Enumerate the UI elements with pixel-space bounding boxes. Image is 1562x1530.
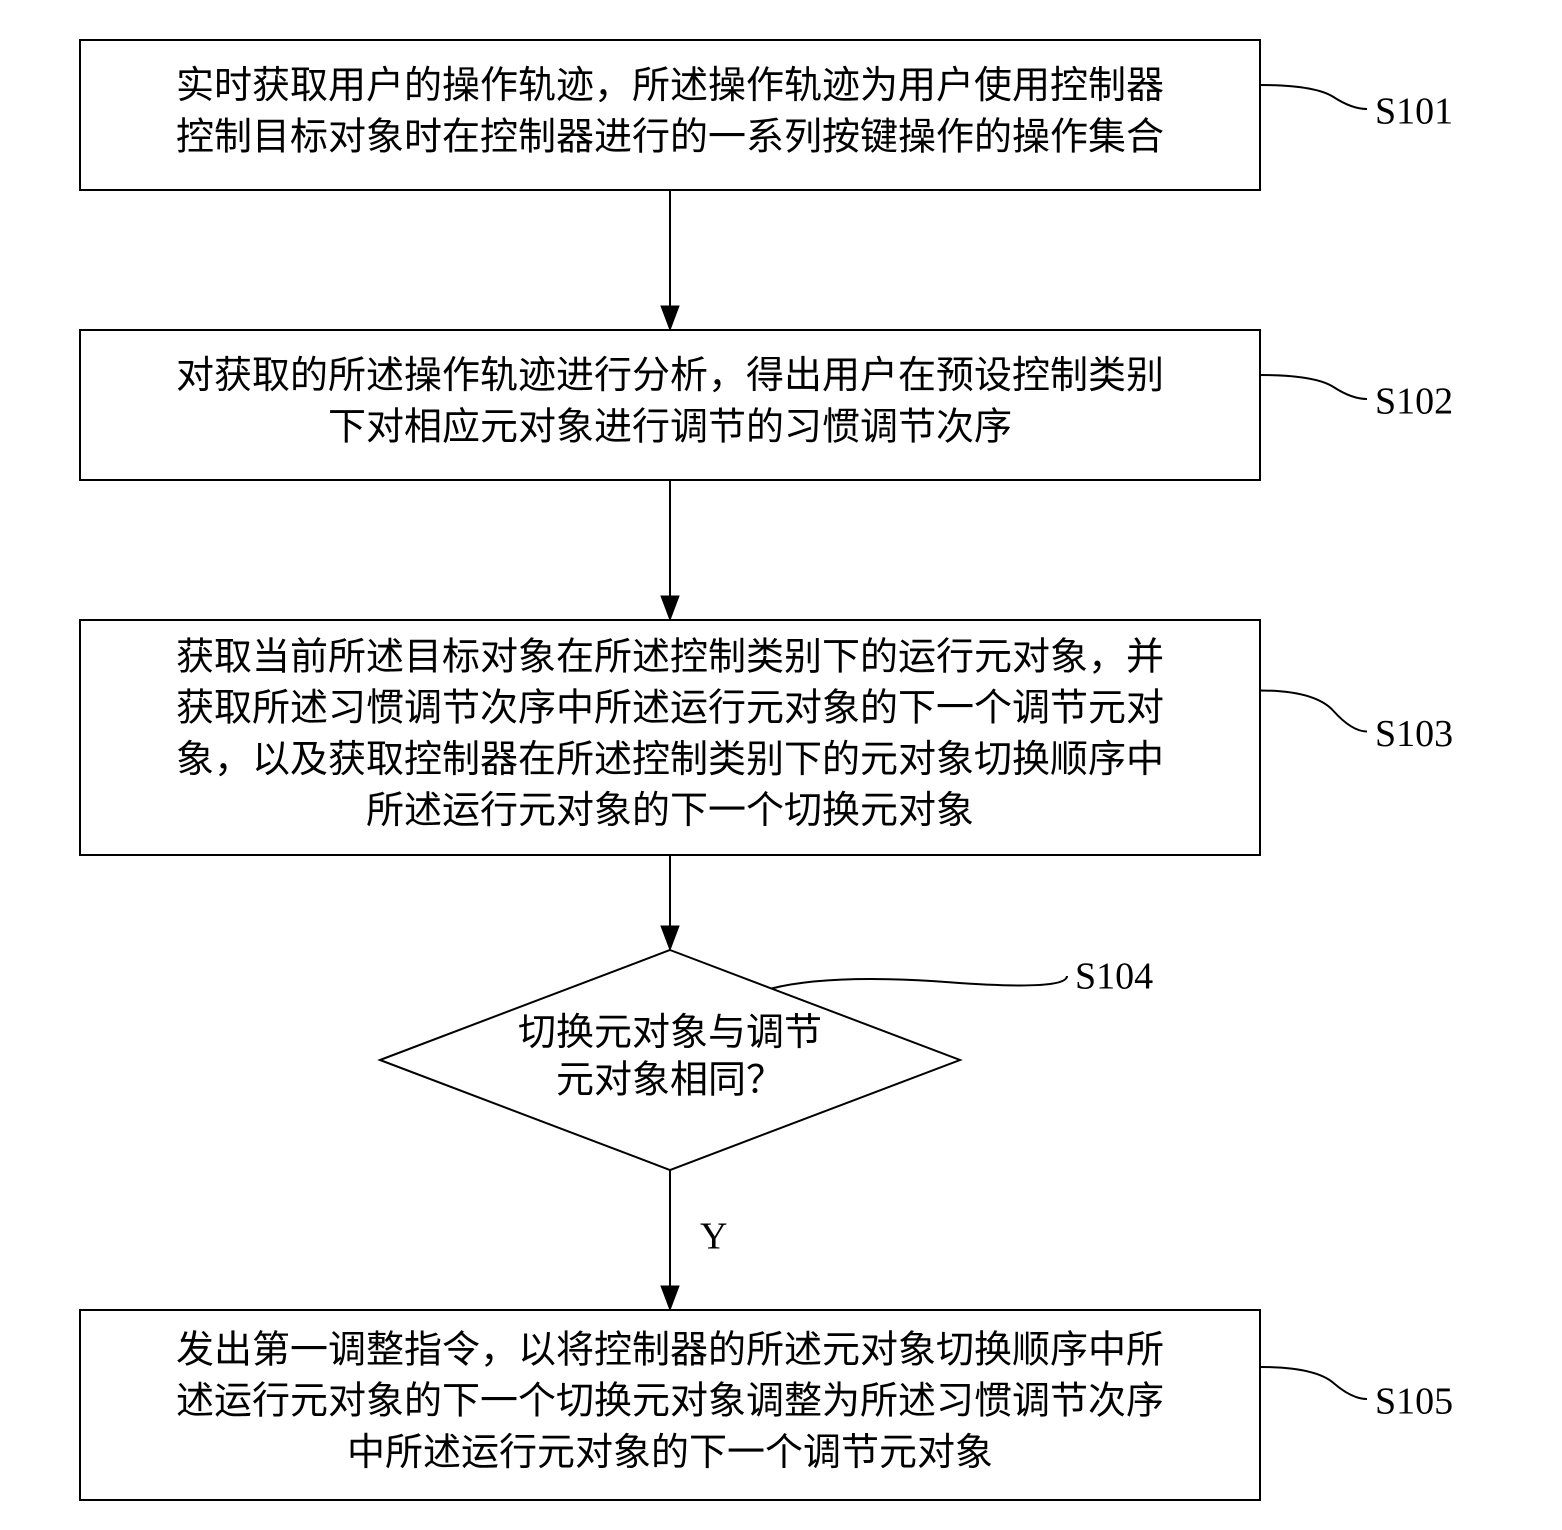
flow-step-s105-line: 中所述运行元对象的下一个调节元对象 [347, 1432, 993, 1474]
flow-step-s102 [80, 330, 1260, 480]
flow-step-s105-line: 发出第一调整指令，以将控制器的所述元对象切换顺序中所 [176, 1329, 1164, 1371]
flow-decision-s104-line: 元对象相同？ [556, 1059, 784, 1101]
flow-step-s101-line: 控制目标对象时在控制器进行的一系列按键操作的操作集合 [176, 116, 1164, 158]
arrowhead-s101-s102 [661, 306, 679, 330]
flow-step-s101-line: 实时获取用户的操作轨迹，所述操作轨迹为用户使用控制器 [176, 65, 1164, 107]
flow-decision-s104-line: 切换元对象与调节 [518, 1012, 822, 1054]
leader-s101 [1260, 85, 1367, 109]
flow-step-s103-line: 获取所述习惯调节次序中所述运行元对象的下一个调节元对 [176, 688, 1164, 730]
leader-s105 [1260, 1367, 1367, 1399]
flow-step-s103-line: 象，以及获取控制器在所述控制类别下的元对象切换顺序中 [176, 739, 1164, 781]
flow-step-s102-line: 下对相应元对象进行调节的习惯调节次序 [328, 406, 1012, 448]
flow-step-s103-line: 获取当前所述目标对象在所述控制类别下的运行元对象，并 [176, 636, 1164, 678]
flow-step-s105-line: 述运行元对象的下一个切换元对象调整为所述习惯调节次序 [176, 1381, 1164, 1423]
step-tag-s102: S102 [1375, 381, 1453, 423]
branch-label-s104-s105: Y [700, 1216, 727, 1258]
step-tag-s104: S104 [1075, 956, 1153, 998]
leader-s104 [772, 976, 1068, 989]
step-tag-s105: S105 [1375, 1381, 1453, 1423]
arrowhead-s102-s103 [661, 596, 679, 620]
step-tag-s103: S103 [1375, 713, 1453, 755]
leader-s102 [1260, 375, 1367, 399]
flow-step-s101 [80, 40, 1260, 190]
arrowhead-s104-s105 [661, 1286, 679, 1310]
flow-step-s102-line: 对获取的所述操作轨迹进行分析，得出用户在预设控制类别 [176, 355, 1164, 397]
leader-s103 [1260, 691, 1367, 732]
arrowhead-s103-s104 [661, 926, 679, 950]
step-tag-s101: S101 [1375, 91, 1453, 133]
flow-step-s103-line: 所述运行元对象的下一个切换元对象 [366, 790, 974, 832]
